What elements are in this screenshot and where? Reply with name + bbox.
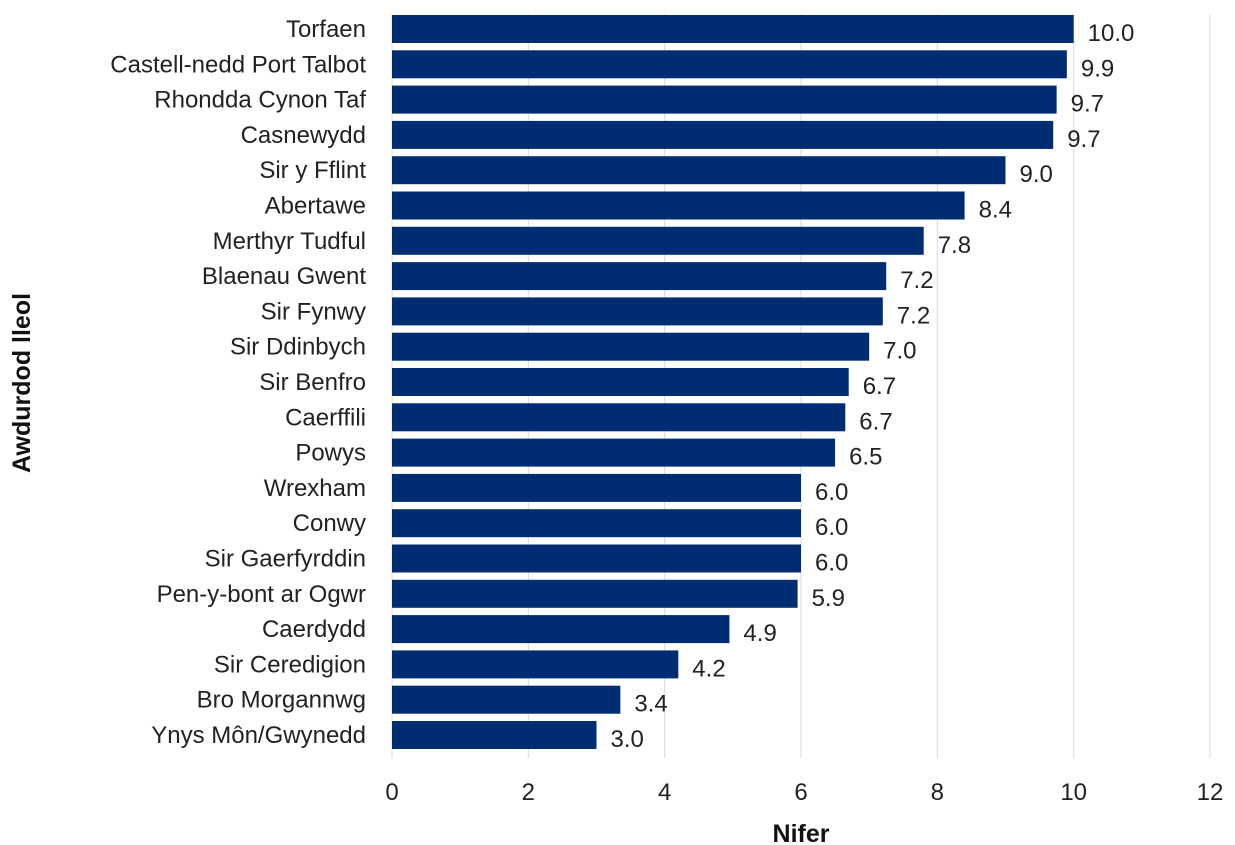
x-tick-label: 10	[1060, 779, 1087, 806]
bar-10	[392, 368, 849, 396]
bar-18	[392, 650, 679, 679]
value-label: 4.9	[743, 620, 776, 647]
bar-15	[392, 544, 801, 573]
x-tick-labels: 0 2 4 6 8 10 12	[385, 779, 1223, 806]
category-label: Sir Ceredigion	[214, 651, 366, 678]
category-label: Pen-y-bont ar Ogwr	[157, 581, 366, 608]
value-label: 4.2	[692, 655, 725, 682]
value-label: 6.5	[849, 444, 882, 471]
value-label: 9.7	[1071, 91, 1104, 118]
bar-20	[392, 721, 597, 749]
bar-16	[392, 579, 798, 608]
category-label: Abertawe	[265, 193, 366, 220]
category-label: Sir Gaerfyrddin	[205, 546, 366, 573]
value-label: 6.7	[863, 373, 896, 400]
bars	[392, 15, 1074, 749]
x-tick-label: 8	[931, 779, 944, 806]
value-label: 9.0	[1020, 161, 1053, 188]
category-label: Powys	[295, 440, 366, 467]
bar-6	[392, 226, 924, 255]
category-label: Sir Ddinbych	[230, 334, 366, 361]
category-label: Wrexham	[264, 475, 366, 502]
value-label: 8.4	[979, 197, 1012, 224]
bar-11	[392, 403, 846, 432]
category-label: Castell-nedd Port Talbot	[110, 51, 366, 78]
category-label: Caerdydd	[262, 616, 366, 643]
bar-0	[392, 15, 1074, 43]
value-label: 7.2	[900, 267, 933, 294]
category-label: Merthyr Tudful	[213, 228, 366, 255]
bar-12	[392, 438, 836, 467]
category-label: Rhondda Cynon Taf	[154, 87, 366, 114]
bar-1	[392, 50, 1067, 79]
bar-13	[392, 473, 801, 502]
value-label: 6.7	[859, 408, 892, 435]
value-label: 3.4	[634, 691, 667, 718]
x-axis-title: Nifer	[773, 820, 830, 845]
y-axis-title: Awdurdod lleol	[8, 293, 36, 473]
category-label: Bro Morgannwg	[197, 687, 366, 714]
category-label: Sir Fynwy	[261, 298, 366, 325]
bar-14	[392, 509, 801, 538]
bar-8	[392, 297, 883, 326]
bar-17	[392, 615, 730, 644]
category-labels: Torfaen Castell-nedd Port Talbot Rhondda C…	[110, 16, 366, 749]
bar-5	[392, 191, 965, 220]
value-label: 7.8	[938, 232, 971, 259]
x-tick-label: 4	[658, 779, 671, 806]
x-tick-label: 0	[385, 779, 398, 806]
value-label: 6.0	[815, 479, 848, 506]
category-label: Casnewydd	[241, 122, 366, 149]
category-label: Sir y Fflint	[259, 157, 366, 184]
value-label: 6.0	[815, 514, 848, 541]
category-label: Sir Benfro	[259, 369, 366, 396]
bar-7	[392, 262, 887, 291]
value-label: 9.7	[1067, 126, 1100, 153]
value-label: 5.9	[812, 585, 845, 612]
x-tick-label: 2	[522, 779, 535, 806]
bar-2	[392, 85, 1057, 114]
x-tick-label: 12	[1197, 779, 1224, 806]
bar-3	[392, 120, 1054, 149]
value-label: 9.9	[1081, 55, 1114, 82]
category-label: Ynys Môn/Gwynedd	[151, 722, 366, 749]
value-label: 6.0	[815, 550, 848, 577]
category-label: Caerffili	[285, 404, 366, 431]
value-labels: 10.09.99.79.79.08.47.87.27.27.06.76.76.5…	[611, 20, 1135, 753]
category-label: Torfaen	[286, 16, 366, 43]
x-tick-label: 6	[794, 779, 807, 806]
bar-19	[392, 685, 621, 714]
category-label: Blaenau Gwent	[202, 263, 366, 290]
value-label: 7.0	[883, 338, 916, 365]
bar-4	[392, 156, 1006, 185]
value-label: 7.2	[897, 302, 930, 329]
value-label: 3.0	[611, 726, 644, 753]
category-label: Conwy	[293, 510, 366, 537]
bar-9	[392, 332, 870, 361]
value-label: 10.0	[1088, 20, 1135, 47]
